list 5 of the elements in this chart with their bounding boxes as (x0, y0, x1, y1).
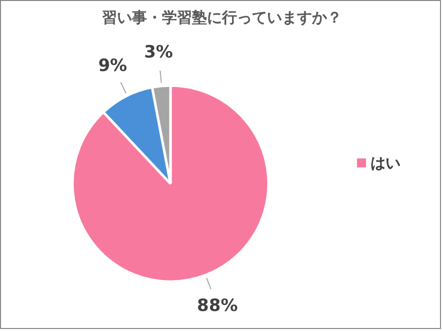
data-label: 9% (98, 56, 128, 76)
data-label: 88% (197, 296, 238, 316)
legend-label: はい (370, 154, 400, 172)
data-label: 3% (144, 42, 173, 62)
chart-title: 習い事・学習塾に行っていますか？ (102, 8, 342, 26)
